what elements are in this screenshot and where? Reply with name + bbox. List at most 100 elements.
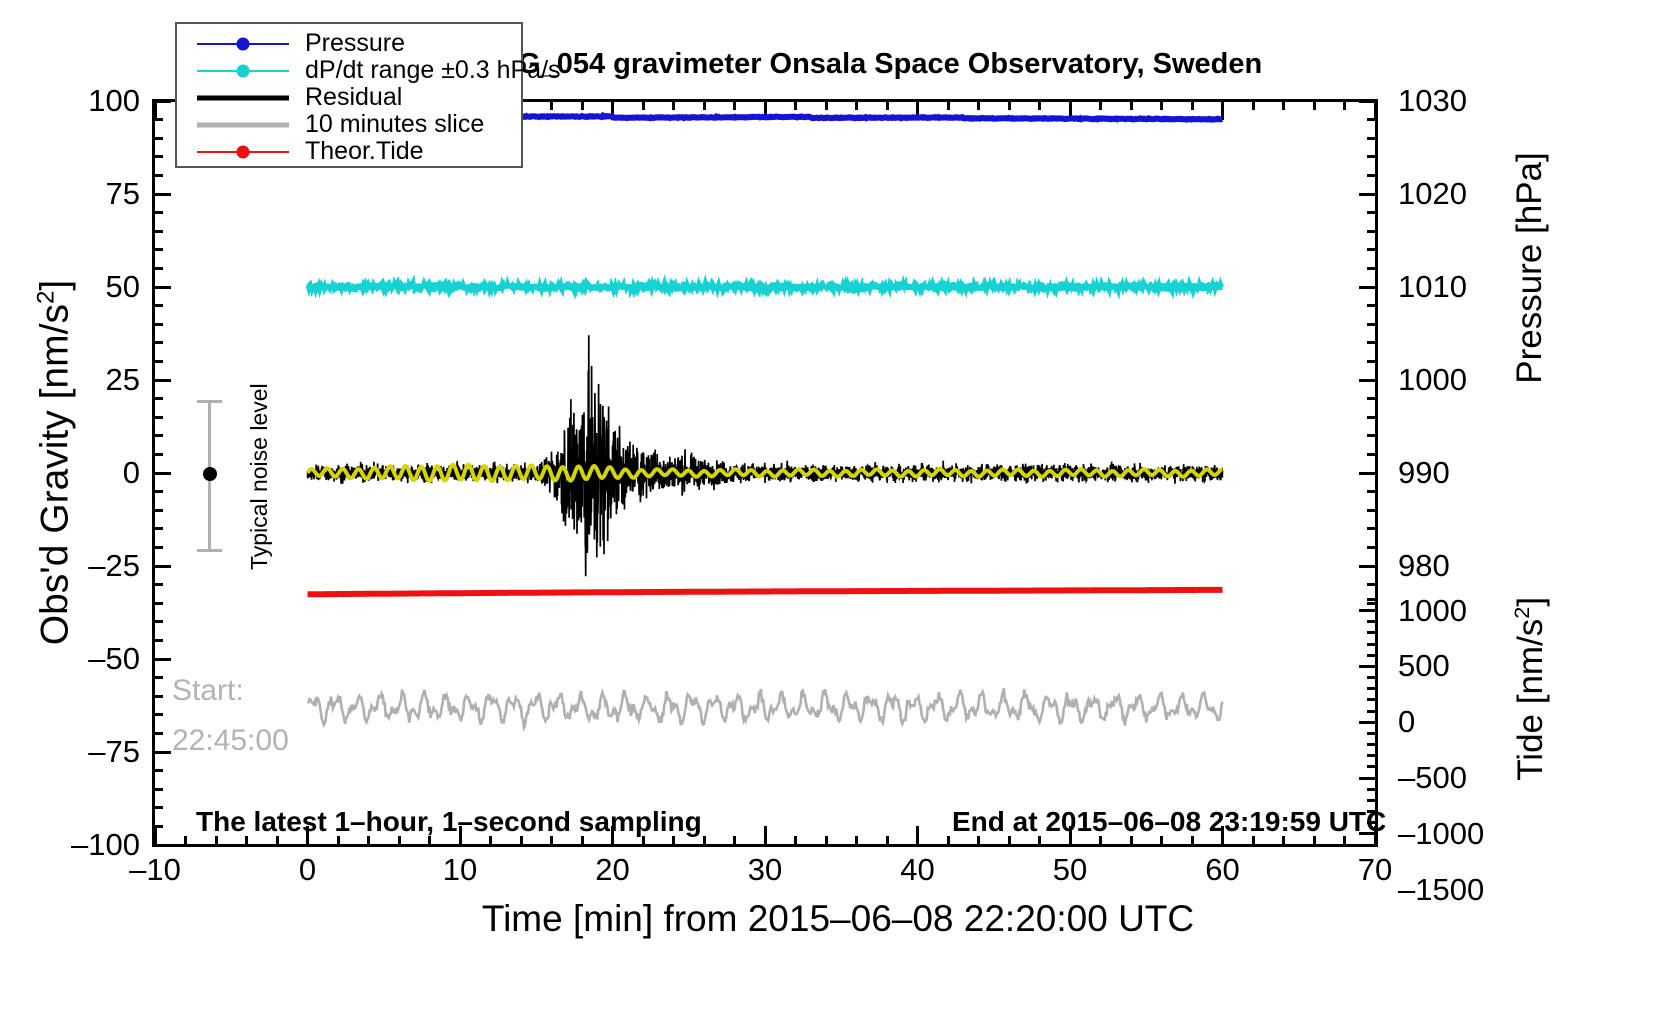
tick-mark (152, 713, 163, 717)
end-time-note: End at 2015–06–08 23:19:59 UTC (952, 806, 1387, 837)
legend-marker-icon (236, 64, 250, 77)
legend-label: dP/dt range ±0.3 hPa/s (305, 56, 561, 84)
tick-mark (152, 806, 163, 810)
tick-mark (641, 99, 645, 110)
tick-mark (152, 248, 163, 252)
sampling-note: The latest 1–hour, 1–second sampling (196, 806, 702, 837)
y-tick-label-left: 25 (105, 362, 140, 397)
tick-mark (1038, 836, 1041, 847)
y-tick-label-tide: 1000 (1398, 592, 1467, 628)
tick-mark (1373, 99, 1377, 120)
y-tick-label-left: 75 (105, 176, 140, 211)
tick-mark (1343, 836, 1346, 847)
legend-line-icon (197, 95, 289, 100)
tick-mark (1282, 836, 1285, 847)
legend-item-2[interactable]: Residual (177, 83, 521, 111)
tick-mark (1359, 609, 1378, 613)
tick-mark (824, 836, 828, 847)
tick-mark (1367, 508, 1378, 512)
tick-mark (1367, 211, 1378, 215)
tick-mark (275, 836, 279, 847)
tick-mark (946, 99, 950, 110)
tick-mark (1359, 832, 1378, 836)
tick-mark (1367, 397, 1378, 401)
y-axis-label-pressure: Pressure [hPa] (1510, 152, 1549, 384)
tick-mark (1221, 99, 1224, 120)
tick-mark (855, 836, 858, 847)
y-axis-label-tide-sup: 2 (1509, 606, 1535, 619)
y-tick-label-tide: –1000 (1398, 815, 1485, 851)
tick-mark (1367, 229, 1378, 233)
legend-label: Residual (305, 83, 403, 111)
legend-item-1[interactable]: dP/dt range ±0.3 hPa/s (177, 56, 561, 84)
tick-mark (397, 836, 401, 847)
tick-mark (1251, 99, 1255, 110)
tick-mark (1367, 322, 1378, 326)
tick-mark (152, 527, 163, 531)
legend-marker-icon (236, 37, 250, 50)
tick-mark (428, 836, 431, 847)
start-time-value: 22:45:00 (172, 724, 289, 757)
y-axis-label-tide-text: Tide [nm/s (1510, 618, 1550, 781)
legend-swatch (189, 138, 297, 165)
tick-mark (885, 836, 889, 847)
tick-mark (1367, 583, 1378, 587)
tick-mark (1099, 99, 1102, 110)
tick-mark (1359, 720, 1378, 724)
tick-mark (611, 826, 614, 847)
tick-mark (152, 508, 163, 512)
tick-mark (152, 118, 163, 122)
tick-mark (152, 750, 171, 754)
tick-mark (1367, 434, 1378, 438)
tick-mark (1007, 99, 1011, 110)
tick-mark (733, 99, 736, 110)
tick-mark (1367, 765, 1378, 769)
tick-mark (1367, 136, 1378, 140)
tick-mark (1007, 836, 1011, 847)
tick-mark (336, 836, 340, 847)
tick-mark (152, 657, 171, 661)
tick-mark (946, 836, 950, 847)
tick-mark (1367, 731, 1378, 735)
tick-mark (1160, 99, 1163, 110)
tick-mark (152, 490, 163, 494)
tick-mark (1367, 631, 1378, 635)
x-tick-label: –10 (129, 852, 181, 887)
tick-mark (152, 304, 163, 308)
noise-center-dot (203, 467, 217, 481)
legend-item-3[interactable]: 10 minutes slice (177, 110, 521, 138)
tick-mark (672, 99, 675, 110)
noise-errorbar-cap-top (197, 400, 222, 403)
y-tick-label-left: 0 (122, 455, 140, 490)
tick-mark (152, 843, 171, 847)
tick-mark (152, 638, 163, 642)
tick-mark (1359, 285, 1378, 289)
tick-mark (763, 826, 767, 847)
tick-mark (152, 824, 163, 828)
tick-mark (152, 211, 163, 215)
tick-mark (152, 397, 163, 401)
tick-mark (580, 836, 584, 847)
tick-mark (1367, 787, 1378, 791)
x-tick-label: 60 (1205, 852, 1240, 887)
tick-mark (152, 229, 163, 233)
tick-mark (916, 99, 919, 120)
tick-mark (458, 826, 462, 847)
noise-level-label: Typical noise level (246, 383, 272, 570)
tick-mark (672, 836, 675, 847)
y-axis-label-tide: Tide [nm/s2] (1509, 489, 1551, 889)
legend-label: Pressure (305, 29, 406, 57)
legend-label: 10 minutes slice (305, 110, 485, 138)
tick-mark (580, 99, 584, 110)
tick-mark (855, 99, 858, 110)
legend-item-0[interactable]: Pressure (177, 29, 521, 57)
tick-mark (1367, 676, 1378, 680)
legend-item-4[interactable]: Theor.Tide (177, 137, 521, 165)
tick-mark (1359, 192, 1378, 196)
tick-mark (550, 99, 553, 110)
legend[interactable]: Pressure dP/dt range ±0.3 hPa/s Residual 10… (175, 22, 561, 168)
tick-mark (1343, 99, 1346, 110)
tick-mark (152, 99, 171, 103)
tick-mark (1359, 564, 1378, 568)
y-tick-label-pressure: 980 (1398, 548, 1450, 583)
